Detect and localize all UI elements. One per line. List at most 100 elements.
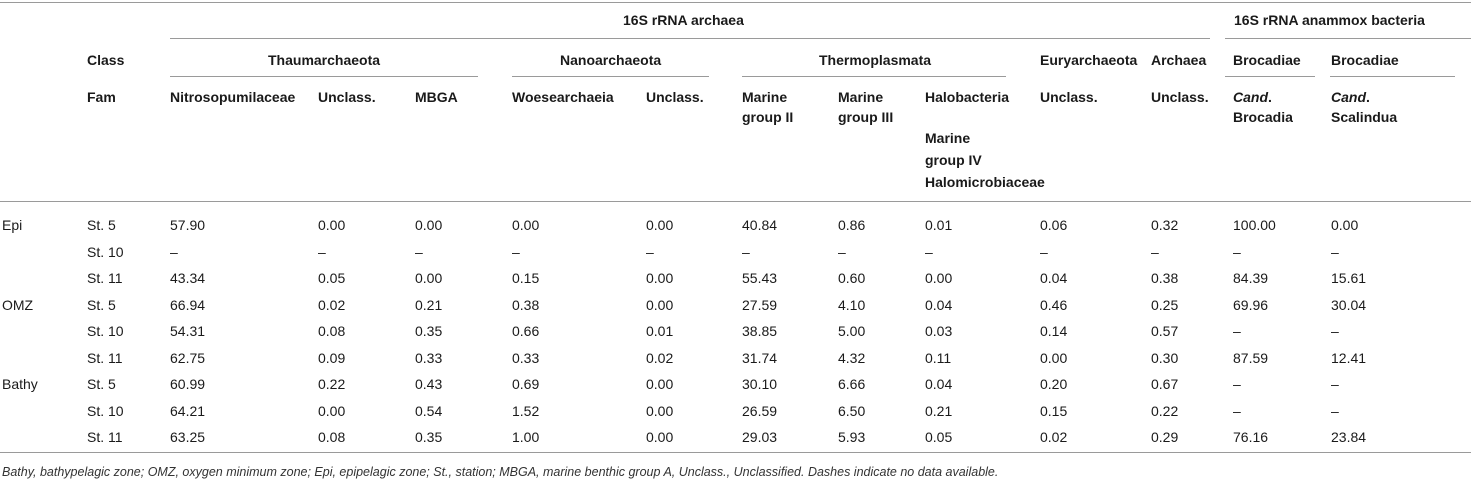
cand-prefix: Cand: [1233, 89, 1268, 105]
class-thaumarchaeota: Thaumarchaeota: [268, 52, 381, 68]
value-cell: 0.00: [646, 429, 674, 445]
archaea-group-rule: [170, 38, 1210, 39]
anammox-group-rule: [1225, 38, 1471, 39]
value-cell: 0.00: [512, 217, 540, 233]
fam-nitrosopumilaceae: Nitrosopumilaceae: [170, 89, 296, 105]
cand-prefix: Cand: [1331, 89, 1366, 105]
fam-mbga: MBGA: [415, 89, 458, 105]
value-cell: 5.00: [838, 323, 866, 339]
value-cell: 30.10: [742, 376, 778, 392]
value-cell: 0.43: [415, 376, 443, 392]
zone-cell: Epi: [2, 217, 23, 233]
value-cell: 100.00: [1233, 217, 1276, 233]
fam-halomicrobiaceae: Halomicrobiaceae: [925, 174, 1045, 190]
value-cell: 0.01: [646, 323, 674, 339]
value-cell: 43.34: [170, 270, 206, 286]
station-cell: St. 11: [87, 270, 123, 286]
value-cell: 0.00: [646, 217, 674, 233]
value-cell: 0.00: [415, 217, 443, 233]
value-cell: –: [1233, 403, 1241, 419]
value-cell: 84.39: [1233, 270, 1269, 286]
value-cell: 0.00: [415, 270, 443, 286]
fam-halobacteria: Halobacteria: [925, 89, 1010, 105]
value-cell: 55.43: [742, 270, 778, 286]
value-cell: –: [925, 244, 933, 260]
value-cell: 0.00: [646, 376, 674, 392]
nano-rule: [512, 76, 709, 77]
value-cell: 5.93: [838, 429, 866, 445]
value-cell: 0.08: [318, 429, 346, 445]
class-archaea: Archaea: [1151, 52, 1207, 68]
class-thermoplasmata: Thermoplasmata: [819, 52, 932, 68]
thermo-rule: [742, 76, 1006, 77]
value-cell: 0.00: [646, 297, 674, 313]
value-cell: –: [742, 244, 750, 260]
value-cell: 1.00: [512, 429, 540, 445]
value-cell: 0.54: [415, 403, 443, 419]
station-cell: St. 10: [87, 244, 124, 260]
value-cell: –: [1233, 376, 1241, 392]
value-cell: 0.04: [925, 376, 953, 392]
value-cell: 0.66: [512, 323, 540, 339]
value-cell: –: [1151, 244, 1159, 260]
thaum-rule: [170, 76, 478, 77]
fam-cand-scalindua-line2: Scalindua: [1331, 109, 1398, 125]
value-cell: 0.11: [925, 350, 952, 366]
fam-label: Fam: [87, 89, 116, 105]
value-cell: –: [1040, 244, 1048, 260]
value-cell: 0.04: [925, 297, 953, 313]
fam-archaea-unclass: Unclass.: [1151, 89, 1209, 105]
value-cell: 0.04: [1040, 270, 1068, 286]
fam-marine-group-ii-line1: Marine: [742, 89, 788, 105]
value-cell: 0.67: [1151, 376, 1179, 392]
value-cell: 0.02: [318, 297, 346, 313]
value-cell: 57.90: [170, 217, 206, 233]
value-cell: –: [1331, 323, 1339, 339]
value-cell: –: [512, 244, 520, 260]
value-cell: 0.15: [512, 270, 540, 286]
value-cell: 0.00: [318, 403, 346, 419]
value-cell: 0.14: [1040, 323, 1068, 339]
fam-thaum-unclass: Unclass.: [318, 89, 376, 105]
value-cell: 4.32: [838, 350, 866, 366]
value-cell: –: [1331, 376, 1339, 392]
cand-dot: .: [1268, 89, 1272, 105]
value-cell: –: [415, 244, 423, 260]
value-cell: 0.00: [925, 270, 953, 286]
value-cell: –: [838, 244, 846, 260]
value-cell: 0.33: [512, 350, 540, 366]
value-cell: 0.00: [646, 270, 674, 286]
value-cell: 0.22: [1151, 403, 1179, 419]
station-cell: St. 11: [87, 429, 123, 445]
value-cell: 26.59: [742, 403, 778, 419]
group-header-anammox: 16S rRNA anammox bacteria: [1234, 12, 1425, 28]
group-header-archaea: 16S rRNA archaea: [623, 12, 744, 28]
value-cell: 6.50: [838, 403, 866, 419]
class-brocadiae-1: Brocadiae: [1233, 52, 1301, 68]
station-cell: St. 5: [87, 297, 116, 313]
value-cell: 0.60: [838, 270, 866, 286]
value-cell: 0.00: [1040, 350, 1068, 366]
value-cell: 0.21: [415, 297, 443, 313]
value-cell: 0.32: [1151, 217, 1179, 233]
value-cell: 0.57: [1151, 323, 1179, 339]
value-cell: 0.35: [415, 429, 443, 445]
value-cell: 0.06: [1040, 217, 1068, 233]
class-euryarchaeota: Euryarchaeota: [1040, 52, 1138, 68]
value-cell: 66.94: [170, 297, 206, 313]
value-cell: 0.02: [646, 350, 674, 366]
fam-marine-group-iv-line2: group IV: [925, 152, 982, 168]
value-cell: 0.46: [1040, 297, 1068, 313]
value-cell: –: [170, 244, 178, 260]
value-cell: –: [1233, 323, 1241, 339]
fam-marine-group-ii-line2: group II: [742, 109, 794, 125]
value-cell: 27.59: [742, 297, 778, 313]
value-cell: 0.30: [1151, 350, 1179, 366]
value-cell: 63.25: [170, 429, 206, 445]
header-bottom-rule: [0, 201, 1471, 202]
value-cell: 62.75: [170, 350, 206, 366]
value-cell: –: [1331, 403, 1339, 419]
value-cell: 0.01: [925, 217, 953, 233]
value-cell: 0.15: [1040, 403, 1068, 419]
value-cell: 40.84: [742, 217, 778, 233]
